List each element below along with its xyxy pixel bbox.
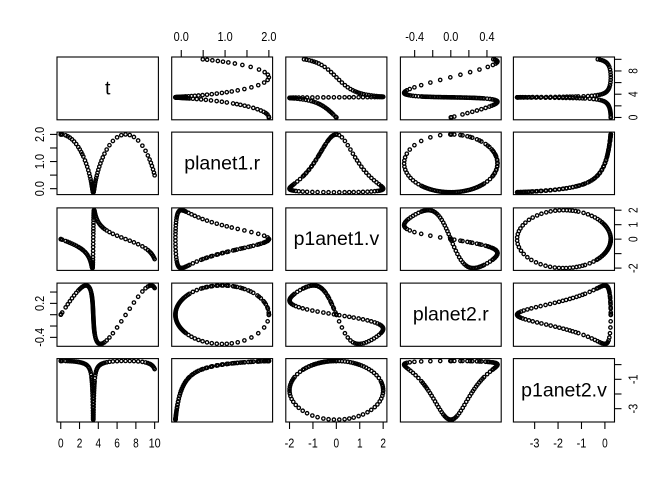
svg-text:8: 8 <box>133 436 139 451</box>
svg-text:p1anet1.v: p1anet1.v <box>294 228 380 250</box>
svg-text:planet2.r: planet2.r <box>413 304 489 326</box>
svg-text:2.0: 2.0 <box>261 29 276 44</box>
svg-text:0.0: 0.0 <box>174 29 189 44</box>
svg-text:2.0: 2.0 <box>32 127 47 142</box>
svg-text:1.0: 1.0 <box>32 154 47 169</box>
svg-text:-3: -3 <box>626 404 641 414</box>
svg-text:t: t <box>105 77 111 99</box>
svg-text:1.0: 1.0 <box>217 29 232 44</box>
svg-text:10: 10 <box>149 436 161 451</box>
svg-text:p1anet2.v: p1anet2.v <box>521 379 607 401</box>
svg-text:2: 2 <box>380 436 386 451</box>
svg-text:0.2: 0.2 <box>32 296 47 311</box>
svg-text:-2: -2 <box>285 436 295 451</box>
svg-text:8: 8 <box>626 68 641 74</box>
svg-text:0: 0 <box>626 115 641 121</box>
svg-text:2: 2 <box>77 436 83 451</box>
svg-text:-2: -2 <box>626 263 641 273</box>
svg-text:-0.4: -0.4 <box>405 29 424 44</box>
svg-text:0.0: 0.0 <box>32 181 47 196</box>
svg-text:0: 0 <box>334 436 340 451</box>
svg-text:-0.4: -0.4 <box>32 328 47 347</box>
svg-text:0: 0 <box>58 436 64 451</box>
svg-text:4: 4 <box>96 436 102 451</box>
svg-text:-1: -1 <box>308 436 318 451</box>
svg-text:planet1.r: planet1.r <box>184 152 260 174</box>
svg-text:1: 1 <box>357 436 363 451</box>
svg-text:-1: -1 <box>577 436 587 451</box>
svg-text:6: 6 <box>114 436 120 451</box>
svg-text:0: 0 <box>626 236 641 242</box>
svg-text:-3: -3 <box>530 436 540 451</box>
svg-text:0.0: 0.0 <box>443 29 458 44</box>
svg-text:2: 2 <box>626 207 641 213</box>
svg-text:0.4: 0.4 <box>479 29 494 44</box>
svg-text:-2: -2 <box>553 436 563 451</box>
svg-text:1: 1 <box>626 222 641 228</box>
svg-text:0: 0 <box>602 436 608 451</box>
svg-text:-1: -1 <box>626 374 641 384</box>
svg-text:4: 4 <box>626 91 641 97</box>
